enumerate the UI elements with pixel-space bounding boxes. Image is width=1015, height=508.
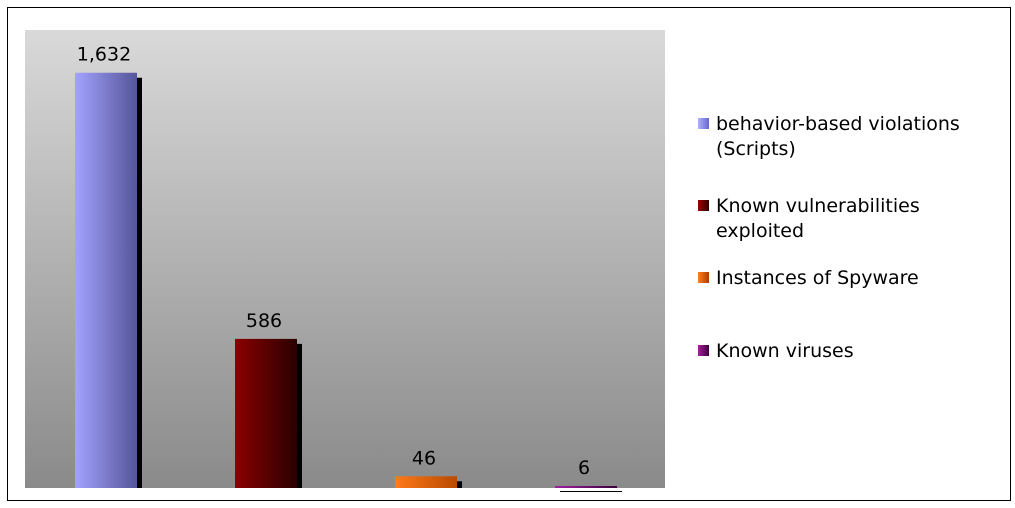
bar-vulnerabilities xyxy=(235,338,297,488)
legend-swatch-viruses xyxy=(698,345,709,356)
data-label-vulnerabilities: 586 xyxy=(246,310,282,332)
bar-scripts xyxy=(75,72,137,488)
bar-spyware xyxy=(395,476,457,488)
bar-shadow-viruses xyxy=(560,491,622,492)
legend-swatch-scripts xyxy=(698,118,709,129)
legend-item-vulnerabilities: Known vulnerabilities exploited xyxy=(698,194,1002,244)
data-label-spyware: 46 xyxy=(412,447,436,469)
legend-label-vulnerabilities: Known vulnerabilities exploited xyxy=(716,195,920,242)
legend-item-viruses: Known viruses xyxy=(698,339,1002,364)
legend-swatch-spyware xyxy=(698,272,709,283)
data-label-scripts: 1,632 xyxy=(77,44,131,66)
legend-item-scripts: behavior-based violations (Scripts) xyxy=(698,112,1002,162)
legend-label-scripts: behavior-based violations (Scripts) xyxy=(716,113,960,160)
legend-label-viruses: Known viruses xyxy=(716,340,854,362)
legend-swatch-vulnerabilities xyxy=(698,200,709,211)
data-label-viruses: 6 xyxy=(578,457,590,479)
legend-item-spyware: Instances of Spyware xyxy=(698,266,1002,291)
bar-viruses xyxy=(555,486,617,488)
legend-label-spyware: Instances of Spyware xyxy=(716,267,919,289)
